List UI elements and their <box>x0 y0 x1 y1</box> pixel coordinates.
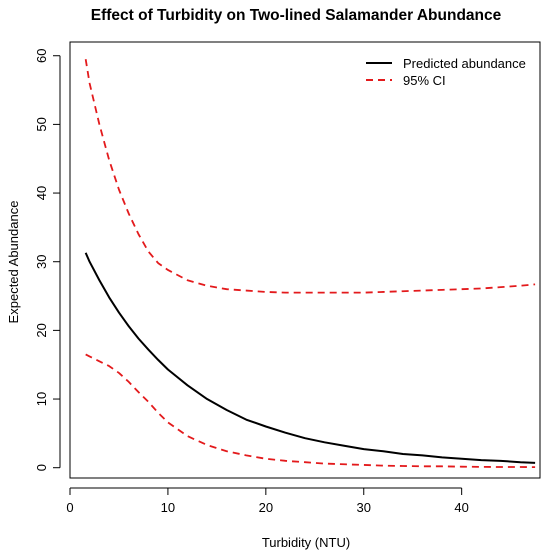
y-tick-label: 60 <box>34 48 49 62</box>
x-axis-title: Turbidity (NTU) <box>262 535 350 550</box>
y-tick-label: 30 <box>34 254 49 268</box>
chart-title: Effect of Turbidity on Two-lined Salaman… <box>91 7 502 24</box>
y-axis-title: Expected Abundance <box>6 201 21 324</box>
legend-label: Predicted abundance <box>403 56 526 71</box>
x-tick-label: 0 <box>66 500 73 515</box>
series-line-ci-upper <box>84 59 536 294</box>
x-tick-label: 20 <box>259 500 273 515</box>
y-axis: 0 10 20 30 40 50 60 <box>34 48 61 471</box>
y-tick-label: 40 <box>34 186 49 200</box>
legend: Predicted abundance 95% CI <box>366 56 526 88</box>
plot-frame <box>69 41 541 479</box>
series-layer <box>84 59 536 469</box>
x-tick-label: 10 <box>161 500 175 515</box>
series-line-ci-lower <box>85 353 536 469</box>
y-tick-label: 0 <box>34 464 49 471</box>
y-tick-label: 50 <box>34 117 49 131</box>
x-tick-label: 40 <box>454 500 468 515</box>
legend-label: 95% CI <box>403 73 446 88</box>
x-axis: 0 10 20 30 40 <box>66 487 469 515</box>
y-tick-label: 10 <box>34 392 49 406</box>
x-tick-label: 30 <box>357 500 371 515</box>
y-tick-label: 20 <box>34 323 49 337</box>
series-line-predicted <box>84 252 536 464</box>
